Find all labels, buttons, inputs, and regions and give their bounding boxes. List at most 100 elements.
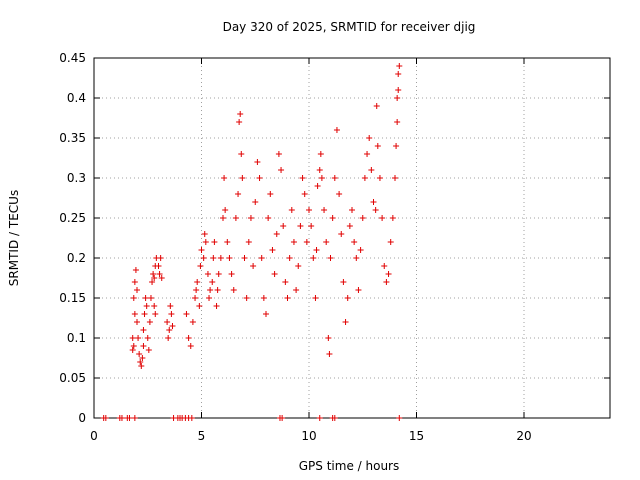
data-point bbox=[156, 271, 163, 277]
data-point bbox=[185, 335, 192, 341]
data-point bbox=[344, 295, 351, 301]
data-point bbox=[134, 287, 140, 293]
data-point bbox=[271, 271, 278, 277]
data-point bbox=[129, 335, 136, 341]
data-point bbox=[312, 295, 319, 301]
y-tick-label: 0.2 bbox=[67, 251, 86, 265]
data-point bbox=[220, 215, 226, 221]
data-point bbox=[224, 239, 231, 245]
data-point bbox=[280, 223, 287, 229]
data-point bbox=[269, 247, 276, 253]
data-point bbox=[146, 319, 153, 325]
data-point bbox=[325, 335, 332, 341]
data-point bbox=[245, 239, 252, 245]
data-point bbox=[226, 255, 233, 261]
data-point bbox=[166, 327, 173, 333]
data-point bbox=[134, 319, 140, 325]
data-point bbox=[313, 247, 320, 253]
data-point bbox=[346, 223, 353, 229]
x-tick-label: 0 bbox=[90, 429, 98, 443]
data-point bbox=[149, 279, 156, 285]
data-point bbox=[126, 415, 133, 421]
data-point bbox=[165, 335, 172, 341]
y-tick-label: 0.4 bbox=[67, 91, 86, 105]
grid-lines bbox=[94, 58, 610, 418]
data-point bbox=[152, 311, 159, 317]
data-point bbox=[232, 215, 239, 221]
data-point bbox=[131, 311, 138, 317]
data-point bbox=[198, 247, 205, 253]
data-point bbox=[200, 255, 207, 261]
data-point bbox=[282, 279, 289, 285]
data-point bbox=[235, 191, 242, 197]
data-point bbox=[138, 363, 145, 369]
data-point bbox=[275, 151, 282, 157]
y-tick-label: 0.1 bbox=[67, 331, 86, 345]
data-point bbox=[387, 239, 394, 245]
data-point bbox=[150, 271, 157, 277]
data-point bbox=[301, 191, 308, 197]
data-point bbox=[215, 271, 222, 277]
data-point bbox=[158, 275, 165, 281]
data-point bbox=[145, 347, 152, 353]
data-point bbox=[236, 119, 243, 125]
data-points bbox=[100, 63, 403, 421]
data-point bbox=[151, 275, 158, 281]
data-point bbox=[137, 359, 144, 365]
data-point bbox=[385, 271, 392, 277]
data-point bbox=[189, 319, 196, 325]
data-point bbox=[258, 255, 265, 261]
data-point bbox=[316, 167, 323, 173]
data-point bbox=[373, 103, 380, 109]
data-point bbox=[267, 191, 274, 197]
data-point bbox=[193, 287, 200, 293]
data-point bbox=[129, 347, 136, 353]
data-point bbox=[230, 287, 237, 293]
data-point bbox=[192, 295, 199, 301]
data-point bbox=[151, 303, 158, 309]
data-point bbox=[206, 295, 213, 301]
data-point bbox=[217, 255, 224, 261]
data-point bbox=[252, 199, 259, 205]
data-point bbox=[221, 175, 228, 181]
data-point bbox=[265, 215, 272, 221]
data-point bbox=[333, 127, 340, 133]
data-point bbox=[118, 415, 125, 421]
data-point bbox=[395, 71, 402, 77]
data-point bbox=[340, 279, 347, 285]
data-point bbox=[147, 295, 154, 301]
data-point bbox=[288, 207, 295, 213]
data-point bbox=[359, 215, 366, 221]
data-point bbox=[374, 143, 381, 149]
data-point bbox=[164, 319, 171, 325]
data-point bbox=[329, 215, 336, 221]
x-tick-label: 5 bbox=[198, 429, 206, 443]
data-point bbox=[241, 255, 248, 261]
data-point bbox=[130, 343, 137, 349]
data-point bbox=[306, 207, 312, 213]
data-point bbox=[169, 323, 176, 329]
data-point bbox=[336, 191, 343, 197]
data-point bbox=[130, 295, 137, 301]
data-point bbox=[286, 255, 293, 261]
data-point bbox=[393, 143, 400, 149]
data-point bbox=[349, 207, 355, 213]
data-point bbox=[357, 247, 364, 253]
data-point bbox=[135, 335, 142, 341]
chart-title: Day 320 of 2025, SRMTID for receiver dji… bbox=[223, 20, 476, 34]
data-point bbox=[201, 231, 208, 237]
data-point bbox=[155, 263, 162, 269]
data-point bbox=[376, 175, 383, 181]
y-axis-label: SRMTID / TECUs bbox=[7, 190, 21, 286]
data-point bbox=[144, 335, 151, 341]
data-point bbox=[327, 255, 334, 261]
data-point bbox=[293, 287, 300, 293]
data-point bbox=[351, 239, 358, 245]
data-point bbox=[197, 263, 204, 269]
axis-ticks: 0 0.05 0.1 0.15 0.2 0.25 0.3 0.35 0.4 0.45 0 5 10 15 2… bbox=[59, 51, 610, 443]
data-point bbox=[372, 207, 379, 213]
x-tick-label: 10 bbox=[301, 429, 316, 443]
data-point bbox=[243, 295, 250, 301]
data-point bbox=[238, 151, 245, 157]
data-point bbox=[284, 295, 291, 301]
